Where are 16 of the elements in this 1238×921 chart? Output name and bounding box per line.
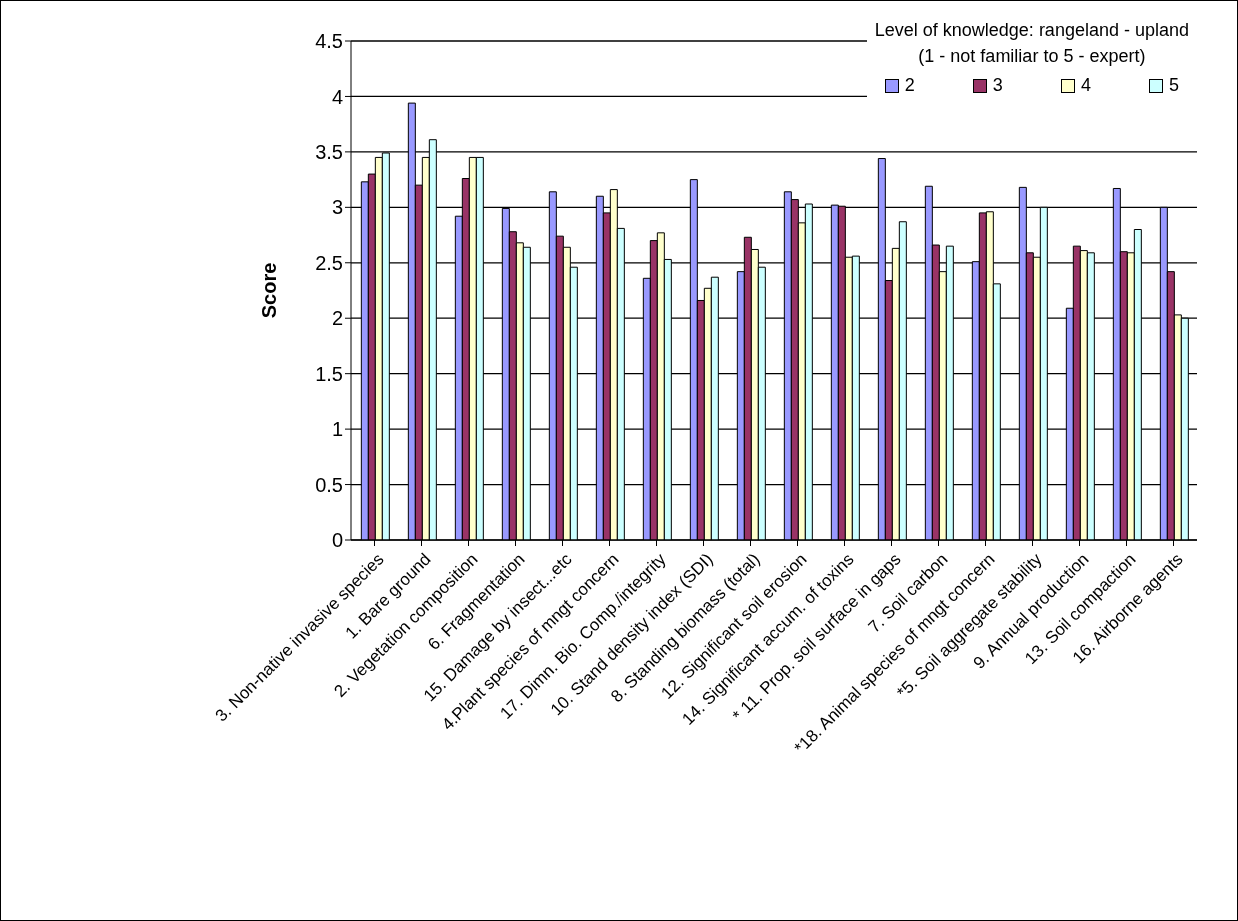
legend-label: 3 xyxy=(992,75,1003,96)
legend-title: Level of knowledge: rangeland - upland (1 - not familiar to 5 - expert) xyxy=(874,19,1189,68)
y-tick-label: 4.5 xyxy=(315,30,343,53)
y-tick-label: 2 xyxy=(331,307,343,330)
y-tick-label: 3.5 xyxy=(315,140,343,163)
y-tick-label: 0.5 xyxy=(315,473,343,496)
legend-label: 2 xyxy=(904,75,915,96)
y-tick-label: 0 xyxy=(331,529,343,552)
y-axis-title: Score xyxy=(258,262,281,319)
y-tick-label: 4 xyxy=(331,85,343,108)
y-tick-label: 2.5 xyxy=(315,251,343,274)
legend-label: 5 xyxy=(1168,75,1179,96)
y-tick-label: 1.5 xyxy=(315,362,343,385)
legend-label: 4 xyxy=(1080,75,1091,96)
y-tick-label: 1 xyxy=(331,418,343,441)
y-tick-label: 3 xyxy=(331,196,343,219)
